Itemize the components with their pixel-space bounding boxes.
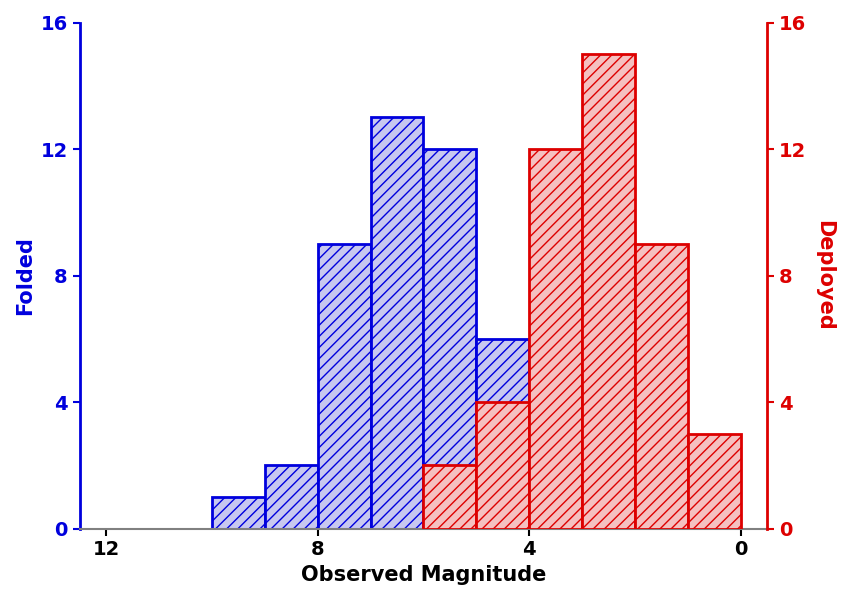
X-axis label: Observed Magnitude: Observed Magnitude <box>301 565 546 585</box>
Y-axis label: Deployed: Deployed <box>814 220 834 331</box>
Bar <box>688 434 740 529</box>
Bar <box>370 118 424 529</box>
Bar <box>476 339 529 529</box>
Bar <box>582 54 635 529</box>
Bar <box>212 497 265 529</box>
Bar <box>476 402 529 529</box>
Bar <box>318 244 370 529</box>
Y-axis label: Folded: Folded <box>15 236 35 315</box>
Bar <box>424 149 476 529</box>
Bar <box>529 149 582 529</box>
Bar <box>635 244 688 529</box>
Bar <box>424 466 476 529</box>
Bar <box>265 466 318 529</box>
